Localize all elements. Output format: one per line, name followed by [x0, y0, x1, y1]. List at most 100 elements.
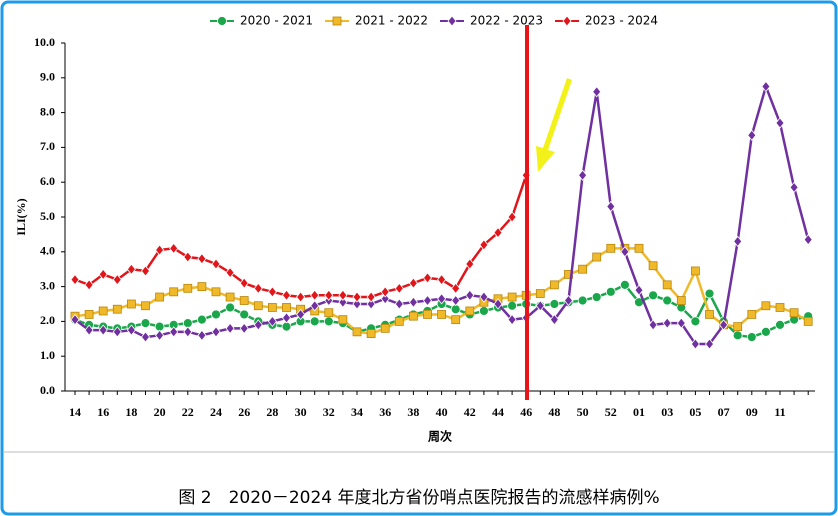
data-point — [225, 267, 235, 279]
data-point — [197, 253, 207, 265]
data-point — [253, 282, 263, 294]
data-point — [634, 284, 644, 296]
data-point — [253, 301, 263, 311]
x-tick-label: 24 — [210, 405, 222, 419]
data-point — [732, 330, 743, 341]
data-point — [408, 277, 418, 289]
data-point — [746, 332, 757, 342]
x-tick-label: 52 — [605, 405, 617, 419]
x-tick-label: 50 — [577, 405, 589, 419]
data-point — [338, 315, 348, 325]
data-point — [535, 289, 545, 298]
data-point — [507, 292, 517, 302]
data-point — [352, 291, 362, 303]
y-tick-label: 10.0 — [34, 35, 55, 49]
data-point — [591, 292, 602, 302]
data-point — [747, 129, 757, 141]
data-point — [592, 252, 602, 262]
data-point — [606, 200, 616, 213]
data-point — [789, 308, 799, 318]
data-point — [465, 289, 475, 301]
data-point — [169, 242, 179, 254]
data-point — [323, 316, 334, 327]
data-point — [225, 302, 236, 313]
data-point — [324, 308, 334, 318]
data-point — [155, 292, 165, 302]
y-tick-label: 7.0 — [40, 139, 55, 153]
data-point — [775, 117, 785, 129]
data-point — [98, 268, 108, 281]
data-point — [155, 244, 165, 256]
data-point — [451, 294, 461, 307]
data-point — [253, 319, 263, 331]
data-point — [310, 300, 320, 312]
x-tick-label: 28 — [266, 405, 278, 419]
data-point — [408, 296, 418, 308]
data-point — [141, 301, 150, 311]
legend-marker — [562, 15, 572, 27]
x-tick-label: 16 — [97, 405, 109, 419]
data-point — [112, 326, 122, 338]
x-tick-label: 20 — [154, 405, 166, 419]
data-point — [422, 272, 433, 284]
y-axis-label: ILI(%) — [14, 198, 28, 235]
legend-marker — [332, 16, 342, 26]
y-tick-label: 6.0 — [40, 174, 55, 188]
data-point — [733, 235, 743, 248]
data-point — [98, 324, 108, 336]
y-tick-label: 3.0 — [40, 278, 55, 292]
data-point — [648, 290, 658, 301]
x-tick-label: 42 — [464, 405, 476, 419]
data-point — [577, 295, 588, 306]
data-point — [437, 293, 447, 305]
data-point — [550, 280, 559, 290]
data-point — [169, 287, 179, 297]
data-point — [239, 322, 249, 335]
data-point — [451, 282, 461, 294]
data-point — [126, 263, 136, 275]
data-point — [437, 273, 447, 286]
data-point — [775, 319, 785, 330]
data-point — [183, 326, 193, 338]
data-point — [84, 310, 94, 319]
data-point — [296, 291, 306, 303]
data-point — [507, 211, 517, 223]
data-point — [507, 314, 517, 326]
data-point — [563, 294, 574, 307]
data-point — [196, 314, 207, 325]
data-point — [408, 311, 418, 321]
data-point — [662, 295, 673, 306]
data-point — [479, 291, 489, 303]
data-point — [549, 314, 559, 326]
data-point — [394, 298, 404, 310]
data-point — [761, 80, 771, 93]
data-point — [380, 323, 390, 333]
x-tick-label: 09 — [746, 405, 758, 419]
data-point — [239, 277, 249, 289]
data-point — [394, 282, 404, 294]
data-point — [366, 329, 376, 338]
x-tick-label: 01 — [633, 405, 645, 419]
data-point — [592, 86, 602, 98]
data-point — [366, 298, 376, 310]
data-point — [324, 289, 334, 301]
data-point — [352, 327, 362, 337]
data-point — [366, 291, 376, 303]
x-tick-label: 07 — [718, 405, 730, 419]
data-point — [704, 288, 715, 299]
data-point — [478, 306, 489, 316]
data-point — [648, 319, 658, 331]
x-tick-label: 36 — [379, 405, 391, 419]
legend-label: 2021 - 2022 — [355, 14, 428, 28]
x-tick-label: 22 — [182, 405, 194, 419]
data-point — [719, 319, 729, 331]
data-point — [211, 287, 221, 297]
data-point — [140, 331, 151, 343]
data-point — [775, 303, 785, 312]
data-point — [126, 324, 136, 336]
data-point — [662, 280, 672, 290]
x-tick-label: 14 — [69, 405, 81, 419]
data-point — [380, 286, 390, 298]
x-tick-label: 48 — [548, 405, 560, 419]
